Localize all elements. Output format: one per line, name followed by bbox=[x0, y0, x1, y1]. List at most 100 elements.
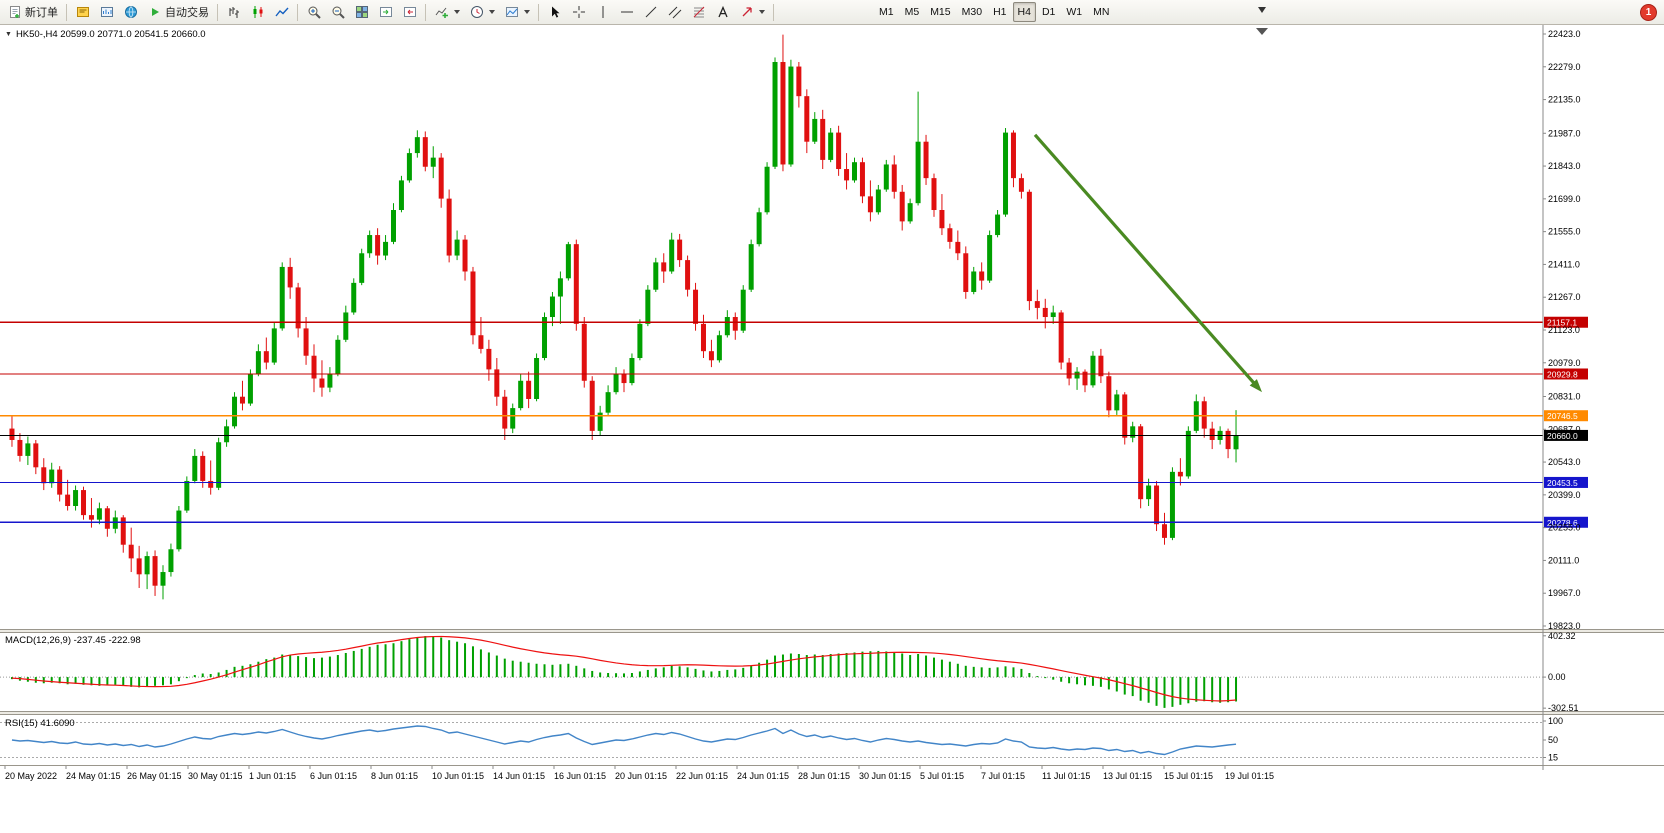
candle bbox=[470, 271, 476, 336]
candle bbox=[406, 153, 412, 181]
candle bbox=[303, 328, 309, 356]
candle bbox=[708, 351, 714, 361]
indicators-button[interactable] bbox=[430, 2, 464, 22]
candle bbox=[351, 282, 357, 313]
metaeditor-button[interactable] bbox=[71, 2, 94, 22]
toolbar-separator bbox=[538, 3, 539, 21]
new-order-button[interactable]: 新订单 bbox=[3, 2, 62, 22]
community-button[interactable] bbox=[119, 2, 142, 22]
candle bbox=[88, 515, 94, 520]
macd-signal-line bbox=[11, 635, 1237, 702]
vertical-line-tool-button[interactable] bbox=[591, 2, 614, 22]
candle bbox=[1058, 312, 1064, 363]
candlestick-chart-icon bbox=[250, 5, 265, 20]
candle bbox=[1130, 426, 1136, 438]
cursor-tool-button[interactable] bbox=[543, 2, 566, 22]
price-axis-label: 21843.0 bbox=[1548, 161, 1581, 171]
candle bbox=[883, 164, 889, 190]
candle bbox=[9, 428, 15, 440]
chart-area: 21157.1 20929.8 20746.5 20660.0 20453.5 20278… bbox=[0, 25, 1664, 833]
fibonacci-tool-button[interactable] bbox=[687, 2, 710, 22]
zoom-out-button[interactable] bbox=[326, 2, 349, 22]
fibonacci-icon bbox=[691, 5, 706, 20]
market-watch-button[interactable] bbox=[95, 2, 118, 22]
candle bbox=[1114, 394, 1120, 411]
candle bbox=[565, 244, 571, 279]
timeframe-h1-button[interactable]: H1 bbox=[988, 2, 1011, 22]
candle bbox=[804, 96, 810, 142]
timeframe-m5-button[interactable]: M5 bbox=[900, 2, 925, 22]
candle bbox=[899, 191, 905, 222]
candle bbox=[494, 369, 500, 397]
crosshair-icon bbox=[571, 5, 586, 20]
channel-tool-button[interactable] bbox=[663, 2, 686, 22]
timeframe-m30-button[interactable]: M30 bbox=[957, 2, 987, 22]
candle bbox=[383, 241, 389, 256]
candle bbox=[645, 289, 651, 324]
candle bbox=[748, 244, 754, 290]
candle bbox=[414, 137, 420, 154]
candle bbox=[1082, 371, 1088, 386]
collapse-arrow-icon[interactable]: ▼ bbox=[5, 31, 12, 38]
candle bbox=[1003, 132, 1009, 215]
time-axis-label: 30 May 01:15 bbox=[188, 771, 243, 781]
crosshair-tool-button[interactable] bbox=[567, 2, 590, 22]
toolbar-overflow-button[interactable] bbox=[1258, 7, 1266, 13]
trendline-tool-button[interactable] bbox=[639, 2, 662, 22]
toolbar-separator bbox=[773, 3, 774, 21]
candle bbox=[1154, 485, 1160, 525]
price-chart-svg[interactable]: 21157.1 20929.8 20746.5 20660.0 20453.5 20278… bbox=[0, 25, 1664, 833]
candle bbox=[192, 455, 198, 481]
time-axis-label: 8 Jun 01:15 bbox=[371, 771, 418, 781]
text-tool-button[interactable] bbox=[711, 2, 734, 22]
bar-chart-button[interactable] bbox=[222, 2, 245, 22]
candle bbox=[534, 358, 540, 399]
indicators-dropdown-icon bbox=[454, 10, 460, 14]
timeframe-w1-button[interactable]: W1 bbox=[1061, 2, 1087, 22]
chart-shift-marker[interactable] bbox=[1256, 28, 1268, 35]
time-axis: 20 May 2022 24 May 01:15 26 May 01:15 30 Ma… bbox=[4, 766, 1274, 781]
candle bbox=[359, 253, 365, 283]
candle bbox=[65, 494, 71, 507]
candle bbox=[375, 235, 381, 256]
trend-arrow[interactable] bbox=[1033, 133, 1262, 393]
price-axis-label: 20543.0 bbox=[1548, 457, 1581, 467]
price-tag-label: 20453.5 bbox=[1547, 478, 1578, 488]
price-axis-label: 22279.0 bbox=[1548, 62, 1581, 72]
tile-windows-button[interactable] bbox=[350, 2, 373, 22]
templates-dropdown-icon bbox=[524, 10, 530, 14]
line-chart-button[interactable] bbox=[270, 2, 293, 22]
candle bbox=[1233, 435, 1239, 450]
horizontal-line-tool-button[interactable] bbox=[615, 2, 638, 22]
chart-shift-icon bbox=[402, 5, 417, 20]
timeframe-d1-button[interactable]: D1 bbox=[1037, 2, 1060, 22]
chart-shift-button[interactable] bbox=[398, 2, 421, 22]
arrows-tool-button[interactable] bbox=[735, 2, 769, 22]
price-tag bbox=[1544, 316, 1588, 328]
candle bbox=[605, 392, 611, 413]
time-axis-label: 20 May 2022 bbox=[5, 771, 57, 781]
timeframe-m15-button[interactable]: M15 bbox=[925, 2, 955, 22]
candle bbox=[17, 439, 23, 456]
candle bbox=[931, 178, 937, 211]
candlestick-chart-button[interactable] bbox=[246, 2, 269, 22]
vertical-line-icon bbox=[595, 5, 610, 20]
candle bbox=[81, 490, 87, 516]
candle bbox=[1074, 371, 1080, 379]
zoom-in-button[interactable] bbox=[302, 2, 325, 22]
templates-button[interactable] bbox=[500, 2, 534, 22]
candle bbox=[995, 214, 1001, 236]
timeframe-m1-button[interactable]: M1 bbox=[874, 2, 899, 22]
candle bbox=[621, 373, 627, 384]
price-axis-label: 21555.0 bbox=[1548, 227, 1581, 237]
auto-trading-button[interactable]: 自动交易 bbox=[143, 2, 213, 22]
notification-badge[interactable]: 1 bbox=[1640, 4, 1657, 21]
candle bbox=[1018, 178, 1024, 192]
timeframe-h4-button[interactable]: H4 bbox=[1012, 2, 1036, 22]
candle bbox=[1010, 132, 1016, 179]
price-axis-label: 19823.0 bbox=[1548, 621, 1581, 631]
auto-scroll-button[interactable] bbox=[374, 2, 397, 22]
timeframe-mn-button[interactable]: MN bbox=[1088, 2, 1114, 22]
periods-button[interactable] bbox=[465, 2, 499, 22]
candle bbox=[398, 180, 404, 211]
